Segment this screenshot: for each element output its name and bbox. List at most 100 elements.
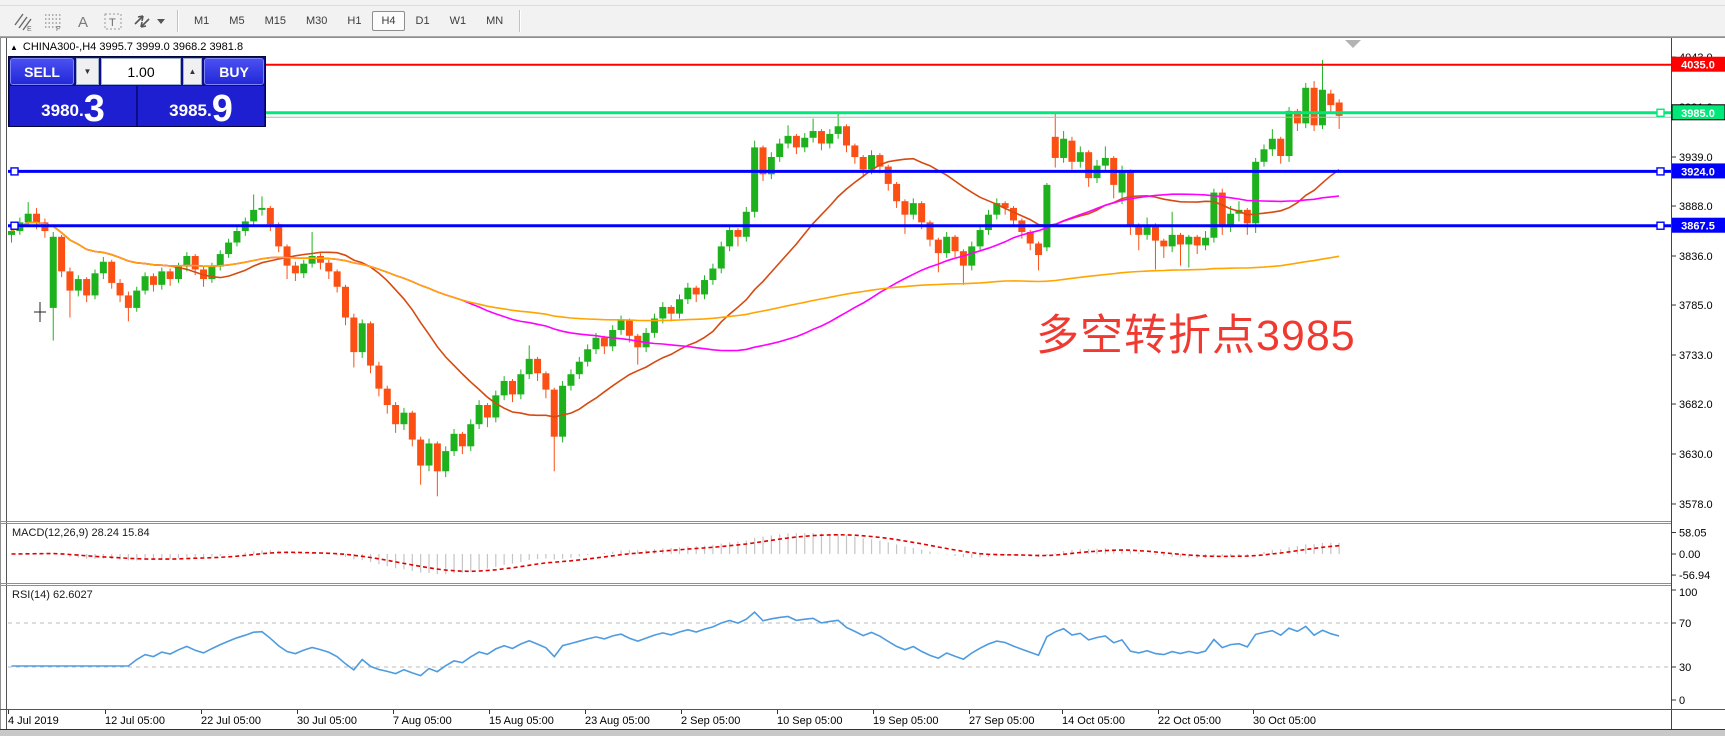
candle — [1177, 232, 1184, 266]
candle — [559, 380, 567, 443]
price-level-badge: 3924.0 — [1672, 163, 1725, 179]
candle-body — [1193, 236, 1201, 246]
candle — [417, 436, 425, 485]
timeframe-button-m30[interactable]: M30 — [297, 11, 336, 31]
rsi-label: RSI(14) 62.6027 — [12, 589, 93, 601]
candle — [116, 279, 124, 303]
buy-button[interactable]: BUY — [204, 58, 264, 85]
badge-bg — [1672, 56, 1725, 72]
candle-body — [676, 299, 683, 314]
timeframe-button-h4[interactable]: H4 — [372, 10, 405, 31]
candle — [1202, 231, 1210, 251]
candle — [316, 253, 324, 270]
timeframe-button-d1[interactable]: D1 — [407, 11, 439, 31]
candle-body — [433, 443, 441, 472]
badge-text: 3924.0 — [1681, 166, 1715, 178]
candle-body — [692, 287, 700, 295]
collapse-arrow-icon[interactable]: ▲ — [10, 42, 18, 52]
candle-body — [250, 209, 258, 222]
candle — [809, 118, 817, 143]
candle-body — [1051, 136, 1059, 158]
candle — [859, 155, 867, 178]
fibonacci-tool-icon[interactable]: F — [38, 8, 68, 34]
candle — [442, 446, 450, 478]
volume-input[interactable]: 1.00 — [101, 58, 181, 85]
candle — [976, 225, 984, 252]
candle — [141, 272, 149, 295]
timeframe-button-h1[interactable]: H1 — [338, 11, 370, 31]
candle — [776, 138, 784, 162]
candle — [734, 228, 742, 247]
symbol-ohlc-text: CHINA300-,H4 3995.7 3999.0 3968.2 3981.8 — [22, 41, 244, 53]
candle — [124, 291, 132, 322]
candle — [1085, 150, 1093, 187]
price-tick-label: 3785.0 — [1679, 300, 1713, 312]
candle — [1160, 238, 1168, 258]
candle — [984, 209, 992, 235]
candle-body — [291, 265, 299, 274]
volume-increase-button[interactable]: ▲ — [183, 58, 202, 85]
sell-button[interactable]: SELL — [10, 58, 74, 85]
candle — [801, 132, 809, 153]
candle — [1101, 146, 1109, 172]
candle-body — [600, 337, 608, 347]
candle — [425, 438, 433, 472]
candle — [1193, 234, 1201, 255]
candle — [275, 222, 283, 253]
line-handle — [10, 167, 19, 176]
candle-body — [367, 323, 375, 366]
candle — [225, 238, 233, 258]
candle — [283, 244, 291, 280]
candle — [483, 403, 491, 428]
candle-body — [133, 290, 141, 308]
candle-body — [183, 256, 191, 267]
candle-body — [525, 358, 533, 375]
candle — [1318, 59, 1326, 130]
candle — [893, 181, 901, 208]
rsi-axis: 100 70 30 0 — [1671, 587, 1697, 707]
candle — [200, 266, 208, 287]
cursor-tools-icon[interactable] — [128, 8, 170, 34]
candle — [642, 328, 650, 353]
candle-body — [876, 155, 884, 167]
candle — [166, 268, 174, 286]
toolbar-separator — [177, 9, 178, 32]
candle — [66, 267, 74, 318]
candle — [458, 431, 466, 455]
bid-price-tile[interactable]: 3980. 3 — [10, 86, 136, 128]
candle — [1210, 188, 1218, 243]
candle — [1043, 182, 1051, 252]
timeframe-button-mn[interactable]: MN — [477, 11, 512, 31]
candle — [291, 261, 299, 281]
candle — [550, 387, 558, 472]
timeframe-button-m5[interactable]: M5 — [220, 11, 253, 31]
text-label-tool-icon[interactable]: A — [68, 8, 98, 34]
candle — [534, 356, 542, 381]
candle — [634, 333, 642, 365]
candle-body — [650, 318, 658, 333]
bid-price-int: 3980. — [41, 101, 84, 120]
text-box-tool-icon[interactable]: T — [98, 8, 128, 34]
svg-text:F: F — [56, 26, 60, 32]
candle-body — [191, 256, 199, 270]
volume-decrease-button[interactable]: ▼ — [76, 58, 99, 85]
candle — [525, 345, 533, 380]
time-tick-label: 30 Oct 05:00 — [1253, 715, 1316, 727]
timeframe-button-m1[interactable]: M1 — [185, 11, 218, 31]
pattern-tool-icon[interactable]: E — [8, 8, 38, 34]
candle-body — [408, 412, 416, 440]
candle — [433, 441, 441, 497]
cursor-cross-marker — [34, 302, 46, 322]
timeframe-button-w1[interactable]: W1 — [441, 11, 476, 31]
candle — [751, 140, 759, 218]
badge-bg — [1671, 104, 1725, 121]
candle-body — [667, 306, 675, 314]
ask-price-tile[interactable]: 3985. 9 — [138, 86, 264, 128]
candle — [1268, 129, 1276, 157]
candle-body — [617, 320, 625, 331]
candle-body — [1101, 157, 1109, 166]
ma-slow-line — [11, 221, 1340, 322]
candle-body — [1335, 102, 1343, 116]
timeframe-button-m15[interactable]: M15 — [256, 11, 295, 31]
